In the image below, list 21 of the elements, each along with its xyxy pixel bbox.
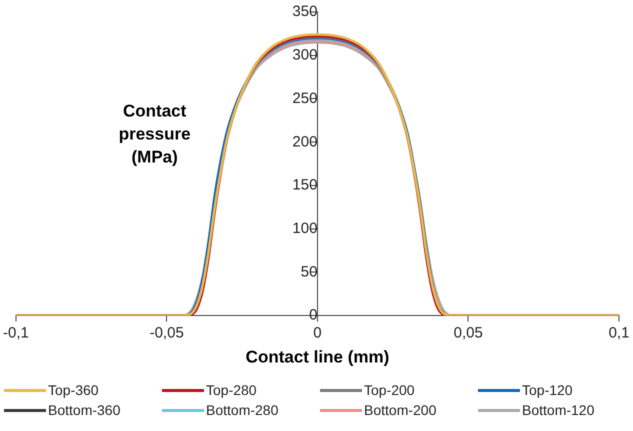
x-tick-label: 0,05: [454, 324, 483, 342]
x-tick-label: -0,1: [2, 324, 29, 342]
x-tick-label: -0,05: [150, 324, 184, 342]
y-axis-title: Contact pressure (MPa): [118, 102, 191, 167]
y-tick-label: 50: [300, 263, 318, 280]
legend-label: Bottom-200: [364, 402, 436, 418]
y-tick-label: 150: [292, 176, 318, 194]
y-tick-label: 100: [292, 220, 318, 237]
legend-label: Top-360: [48, 382, 99, 398]
legend-label: Top-200: [364, 382, 415, 398]
x-axis-title: Contact line (mm): [246, 347, 390, 366]
legend-label: Top-280: [206, 382, 257, 398]
y-tick-label: 350: [292, 3, 318, 20]
y-tick-label: 300: [292, 46, 318, 64]
y-tick-label: 200: [292, 133, 318, 150]
legend-label: Bottom-360: [48, 402, 120, 418]
legend-label: Bottom-120: [522, 402, 594, 418]
legend-label: Top-120: [522, 382, 573, 398]
x-tick-label: 0,1: [608, 324, 630, 342]
legend-label: Bottom-280: [206, 402, 278, 418]
y-tick-label: 250: [292, 90, 318, 107]
